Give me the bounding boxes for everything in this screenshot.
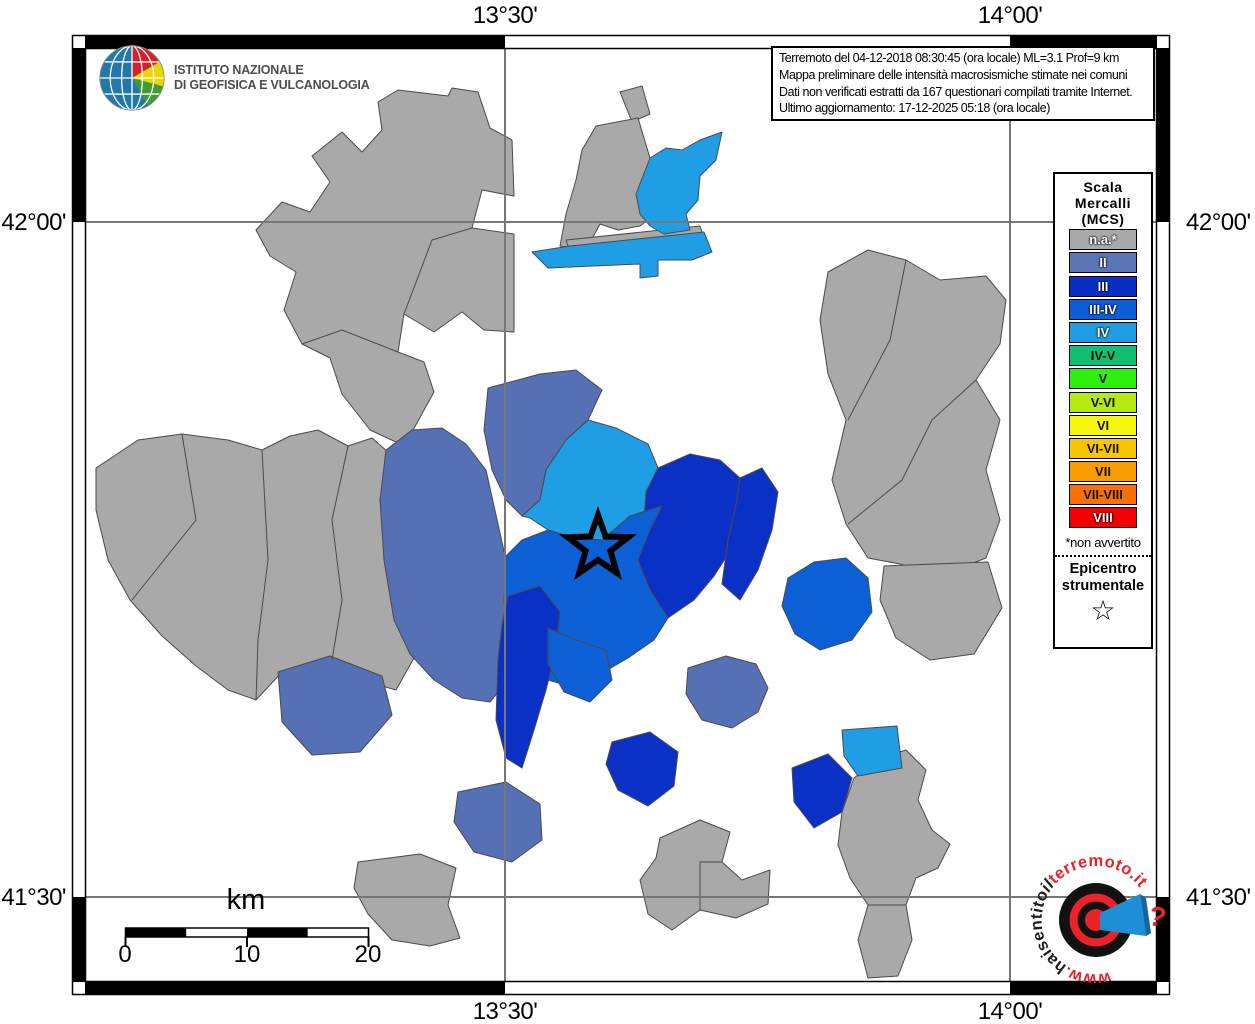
legend-entry-VII: VII: [1069, 461, 1137, 483]
ingv-name-line1: ISTITUTO NAZIONALE: [174, 63, 304, 77]
municipality-inner-border: [255, 449, 269, 701]
legend-entry-V: V: [1069, 368, 1137, 390]
info-line-update: Ultimo aggiornamento: 17-12-2025 05:18 (…: [779, 101, 1050, 116]
coord-label-bottom-1330: 13°30': [472, 998, 538, 1024]
ingv-name-line2: DI GEOFISICA E VULCANOLOGIA: [174, 78, 370, 92]
legend-entry-VI-VII: VI-VII: [1069, 437, 1137, 459]
ingv-logo: ISTITUTO NAZIONALE DI GEOFISICA E VULCAN…: [98, 44, 370, 112]
municipality-na: [837, 749, 951, 979]
municipality-III4: [781, 557, 873, 651]
megaphone-icon: [1100, 894, 1146, 936]
municipality-III: [637, 453, 745, 619]
legend-entry-V-VI: V-VI: [1069, 391, 1137, 413]
municipality-inner-border: [331, 445, 349, 661]
municipality-III: [605, 731, 679, 807]
municipality-IV: [531, 231, 713, 279]
municipality-na: [255, 87, 515, 443]
municipality-II: [685, 655, 769, 729]
legend-entry-IV: IV: [1069, 321, 1137, 343]
scale-bar: [124, 927, 370, 947]
epicenter-star-icon: ☆: [1090, 595, 1116, 627]
ingv-globe-icon: [99, 45, 165, 111]
municipality-polygons: [95, 85, 1007, 979]
info-line-map: Mappa preliminare delle intensità macros…: [779, 67, 1128, 82]
info-line-data: Dati non verificati estratti da 167 ques…: [779, 84, 1133, 99]
legend-entry-III-IV: III-IV: [1069, 298, 1137, 320]
legend-entry-III: III: [1069, 275, 1137, 297]
coord-label-right-4130: 41°30': [1186, 884, 1251, 911]
municipality-na: [819, 249, 1007, 577]
legend-entry-n.a.*: n.a.*: [1069, 229, 1137, 251]
municipality-II: [453, 781, 543, 863]
legend-divider: [1055, 555, 1151, 558]
municipality-inner-border: [847, 259, 907, 421]
municipality-inner-border: [699, 861, 722, 910]
legend-title-line1: Scala: [1083, 179, 1123, 195]
municipality-III4: [547, 627, 613, 703]
haisentitoilterremoto-logo: ? www.haisentitoilterremoto.it: [1026, 850, 1169, 995]
legend-epicenter-line1: Epicentro: [1069, 561, 1137, 578]
municipality-IV: [841, 725, 903, 777]
map-frame: [71, 34, 1171, 996]
legend-entry-VII-VIII: VII-VIII: [1069, 484, 1137, 506]
legend-entry-IV-V: IV-V: [1069, 345, 1137, 367]
municipality-na: [353, 853, 461, 947]
legend-entry-II: II: [1069, 252, 1137, 274]
coord-label-top-1400: 14°00': [977, 2, 1043, 29]
municipality-inner-border: [403, 227, 473, 315]
mercalli-legend: Scala Mercalli (MCS) n.a.* II III III-IV IV I…: [1053, 172, 1153, 649]
municipality-na: [95, 429, 415, 701]
legend-title-line3: (MCS): [1081, 211, 1125, 227]
municipality-na: [619, 85, 651, 123]
coord-label-bottom-1400: 14°00': [977, 998, 1043, 1024]
scale-bar-unit: km: [226, 884, 266, 916]
coord-label-right-4200: 42°00': [1186, 209, 1251, 236]
epicenter-star-marker: [559, 505, 637, 581]
coord-label-top-1330: 13°30': [472, 2, 538, 29]
legend-footnote: *non avvertito: [1065, 535, 1141, 551]
scale-tick-20: 20: [354, 941, 382, 968]
municipality-inner-border: [301, 329, 399, 353]
question-mark-glyph: ?: [1145, 900, 1166, 934]
graticule-lines: [85, 48, 1157, 982]
legend-epicenter-line2: strumentale: [1061, 578, 1145, 595]
municipality-III: [791, 753, 853, 829]
municipality-IV: [635, 131, 723, 235]
haisentito-logo-icon: ? www.haisentitoilterremoto.it: [1027, 852, 1169, 989]
legend-entry-VIII: VIII: [1069, 507, 1137, 529]
municipality-na: [879, 561, 1003, 661]
coord-label-left-4130: 41°30': [1, 884, 66, 911]
municipality-III: [721, 467, 779, 601]
legend-entry-VI: VI: [1069, 414, 1137, 436]
info-line-event: Terremoto del 04-12-2018 08:30:45 (ora l…: [779, 51, 1119, 65]
municipality-inner-border: [131, 433, 197, 601]
event-info-box: Terremoto del 04-12-2018 08:30:45 (ora l…: [771, 46, 1155, 122]
municipality-III: [495, 585, 561, 769]
scale-tick-10: 10: [233, 941, 261, 968]
municipality-na: [639, 819, 771, 931]
legend-entries: n.a.* II III III-IV IV IV-V V V-VI VI VI-VII VII VI…: [1055, 229, 1151, 529]
legend-title-line2: Mercalli: [1074, 195, 1132, 211]
municipality-inner-border: [847, 379, 977, 525]
municipality-II: [277, 655, 393, 756]
scale-tick-0: 0: [118, 941, 132, 968]
coord-label-left-4200: 42°00': [1, 209, 66, 236]
